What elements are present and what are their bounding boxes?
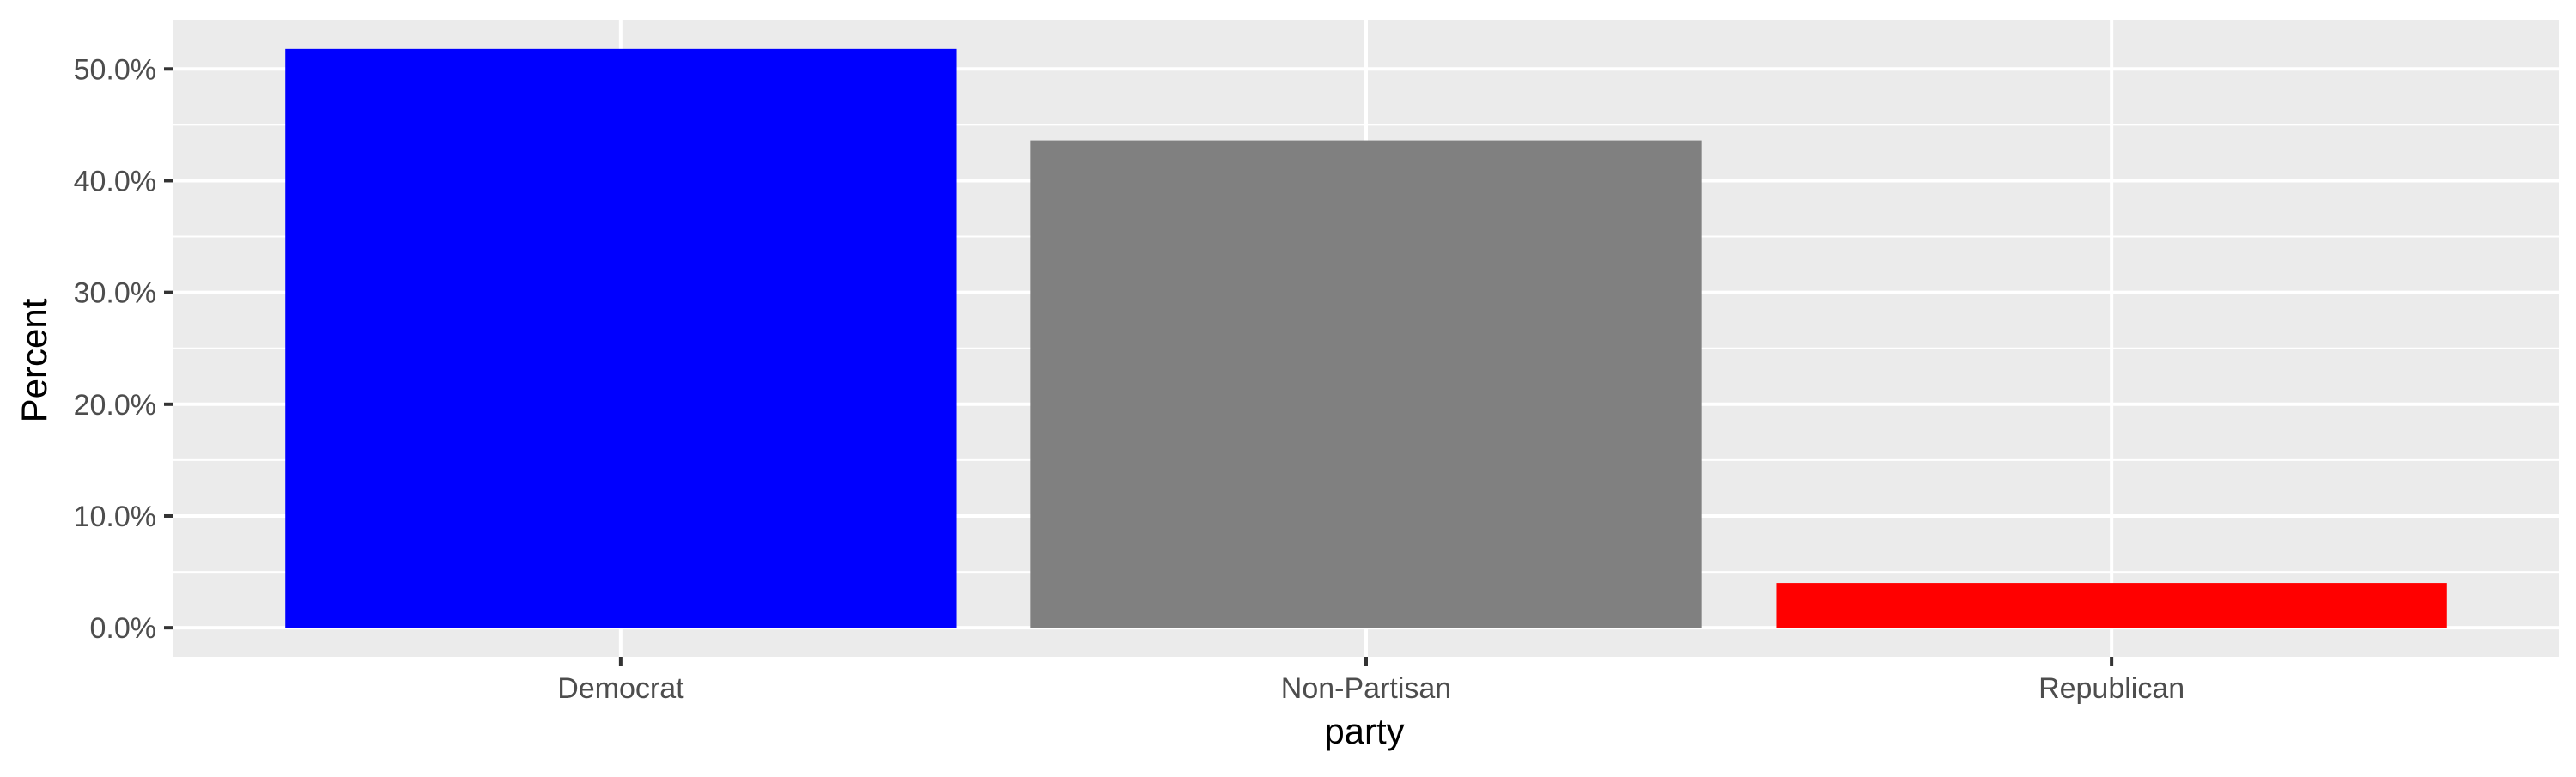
y-tick-label: 30.0% <box>74 277 156 310</box>
y-tick-label: 50.0% <box>74 53 156 86</box>
x-axis-title: party <box>1324 711 1404 751</box>
x-tick-label: Democrat <box>557 672 684 705</box>
x-axis: Democrat Non-Partisan Republican <box>557 657 2184 705</box>
y-tick-label: 20.0% <box>74 389 156 422</box>
x-tick-label: Non-Partisan <box>1281 672 1451 705</box>
bars <box>285 48 2447 628</box>
y-tick-label: 40.0% <box>74 165 156 197</box>
y-axis: 0.0% 10.0% 20.0% 30.0% 40.0% 50.0% <box>74 53 173 645</box>
bar-democrat <box>285 48 957 628</box>
y-tick-label: 0.0% <box>90 612 157 645</box>
y-tick-label: 10.0% <box>74 501 156 533</box>
x-tick-label: Republican <box>2038 672 2184 705</box>
bar-non-partisan <box>1030 140 1702 628</box>
bar-republican <box>1776 583 2447 628</box>
y-axis-title: Percent <box>14 298 54 422</box>
